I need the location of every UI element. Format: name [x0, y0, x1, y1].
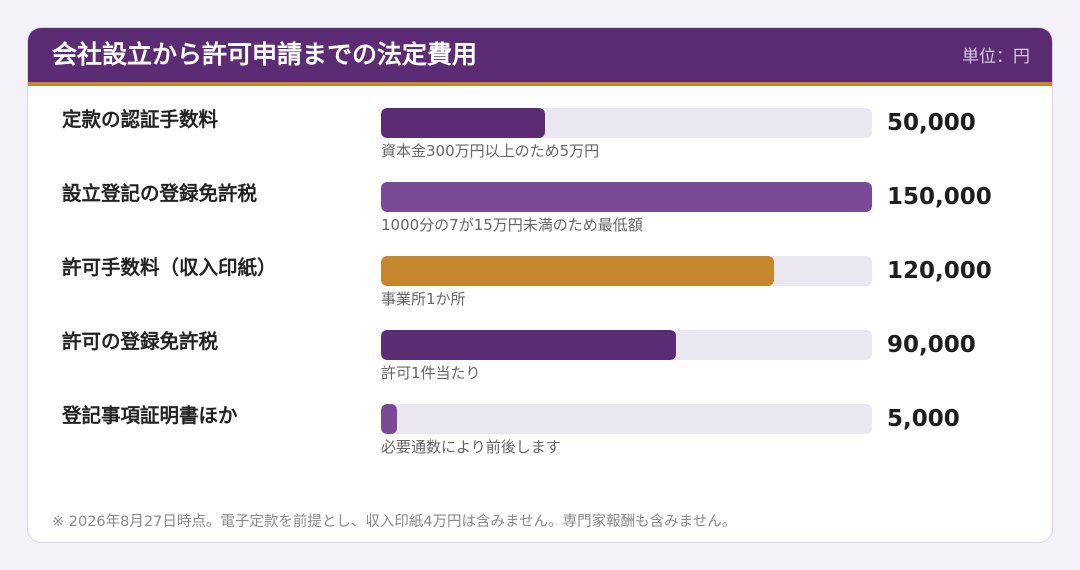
card-header: 会社設立から許可申請までの法定費用 単位：円 — [28, 28, 1052, 86]
category-label: 許可の登録免許税 — [62, 330, 219, 353]
value-label: 50,000 — [887, 110, 976, 136]
bar-track — [381, 108, 872, 138]
bar — [381, 404, 397, 434]
bar-track — [381, 404, 872, 434]
chart-row: 定款の認証手数料 50,000 資本金300万円以上のため5万円 — [28, 108, 1052, 178]
bar-note: 許可1件当たり — [381, 364, 481, 382]
bar — [381, 182, 872, 212]
bar-note: 資本金300万円以上のため5万円 — [381, 142, 600, 160]
bar-track — [381, 330, 872, 360]
chart-row: 登記事項証明書ほか 5,000 必要通数により前後します — [28, 404, 1052, 474]
cost-card: 会社設立から許可申請までの法定費用 単位：円 定款の認証手数料 50,000 資本金… — [27, 27, 1053, 543]
category-label: 許可手数料（収入印紙） — [62, 256, 277, 279]
page-title: 会社設立から許可申請までの法定費用 — [52, 40, 478, 69]
chart-row: 設立登記の登録免許税 150,000 1000分の7が15万円未満のため最低額 — [28, 182, 1052, 252]
bar-track — [381, 256, 872, 286]
value-label: 120,000 — [887, 258, 992, 284]
value-label: 5,000 — [887, 406, 960, 432]
value-label: 90,000 — [887, 332, 976, 358]
bar-track — [381, 182, 872, 212]
footnote: ※ 2026年8月27日時点。電子定款を前提とし、収入印紙4万円は含みません。専… — [52, 514, 737, 530]
category-label: 登記事項証明書ほか — [62, 404, 238, 427]
value-label: 150,000 — [887, 184, 992, 210]
category-label: 設立登記の登録免許税 — [62, 182, 258, 205]
bar-note: 必要通数により前後します — [381, 438, 561, 456]
bar-note: 事業所1か所 — [381, 290, 466, 308]
bar — [381, 256, 774, 286]
unit-label: 単位：円 — [962, 47, 1030, 67]
chart-row: 許可手数料（収入印紙） 120,000 事業所1か所 — [28, 256, 1052, 326]
bar — [381, 330, 676, 360]
category-label: 定款の認証手数料 — [62, 108, 219, 131]
chart-row: 許可の登録免許税 90,000 許可1件当たり — [28, 330, 1052, 400]
bar — [381, 108, 545, 138]
bar-note: 1000分の7が15万円未満のため最低額 — [381, 216, 643, 234]
